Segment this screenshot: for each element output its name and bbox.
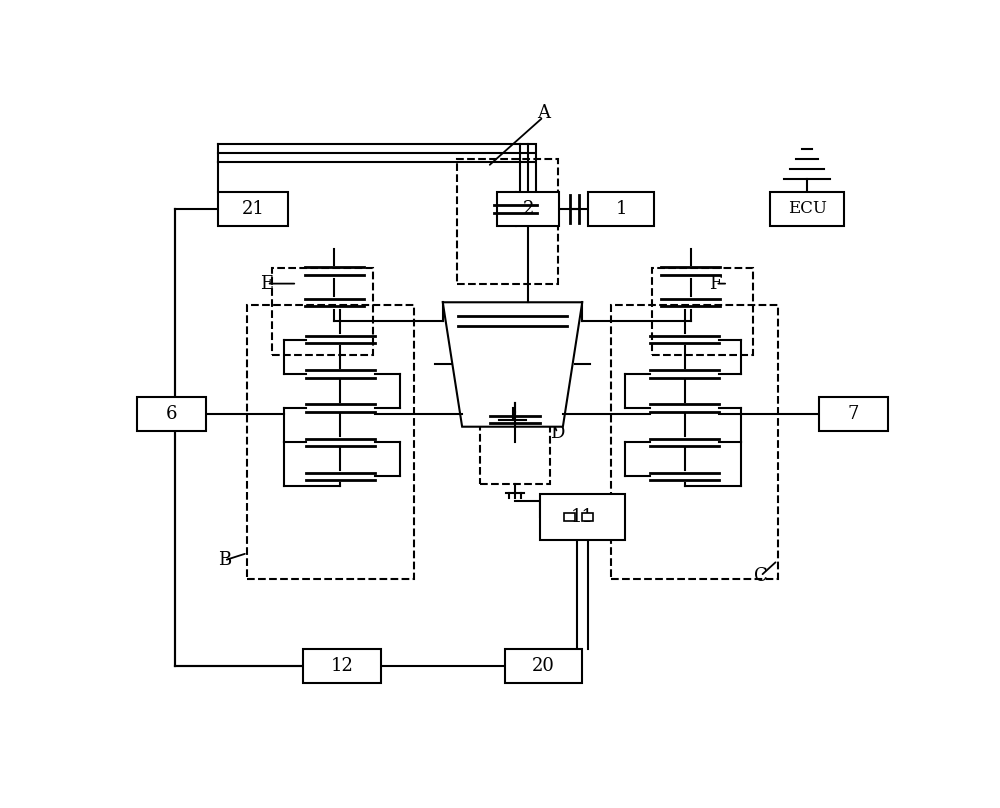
Text: E: E [260,275,273,292]
Bar [770,191,844,226]
Bar [819,398,888,431]
Bar [272,268,373,356]
Bar [540,494,625,541]
Bar [588,191,654,226]
Bar [564,512,575,521]
Text: D: D [550,424,565,442]
Text: 20: 20 [532,657,555,675]
Text: B: B [218,552,231,570]
Bar [457,159,558,284]
Bar [480,413,550,484]
Text: 21: 21 [241,200,264,218]
Bar [137,398,206,431]
Bar [505,649,582,684]
Bar [582,512,593,521]
Text: 11: 11 [571,508,594,526]
Bar [303,649,381,684]
Text: C: C [754,567,767,585]
Bar [218,191,288,226]
Text: 6: 6 [166,406,177,423]
Polygon shape [443,302,582,427]
Bar [497,191,559,226]
Text: 2: 2 [522,200,534,218]
Bar [611,305,778,579]
Text: F: F [709,275,722,292]
Text: 1: 1 [615,200,627,218]
Text: 7: 7 [848,406,859,423]
Bar [652,268,753,356]
Text: A: A [537,103,550,121]
Bar [247,305,414,579]
Text: 12: 12 [331,657,353,675]
Text: ECU: ECU [788,200,826,217]
